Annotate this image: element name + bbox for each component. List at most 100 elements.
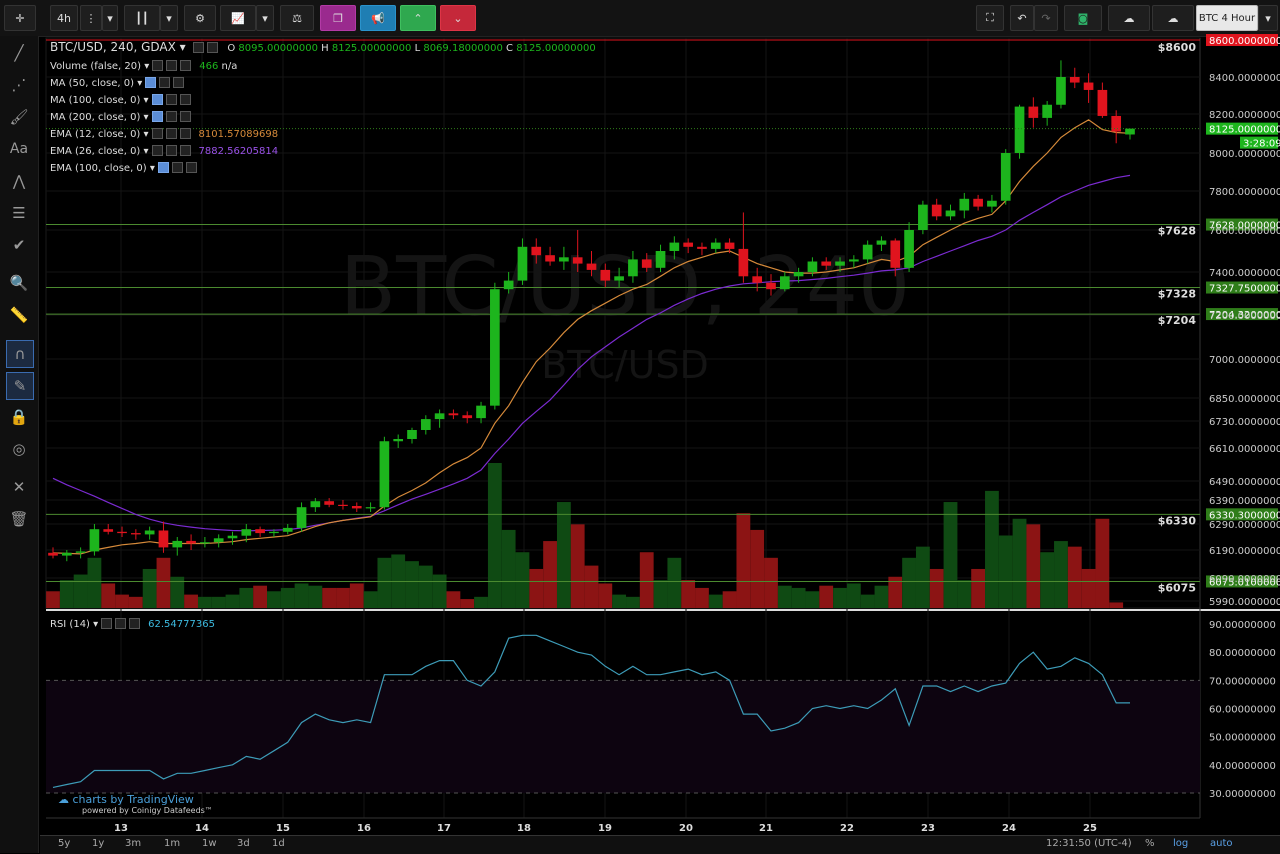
low-value: 8069.18000000 xyxy=(423,43,503,54)
price-tick-label: 7600.00000000 xyxy=(1209,226,1280,237)
rsi-tick-label: 90.00000000 xyxy=(1209,620,1276,631)
cloud-save-icon[interactable]: ☁ xyxy=(1152,5,1194,31)
volume-bar xyxy=(653,580,668,608)
cube-icon[interactable]: ❒ xyxy=(320,5,356,31)
volume-bar xyxy=(142,568,157,608)
level-price-bg xyxy=(1206,508,1278,521)
indicators-icon[interactable]: 📈 xyxy=(220,5,256,31)
ema26-label[interactable]: EMA (26, close, 0) xyxy=(50,146,141,157)
price-axis: 8400.00000000 8200.00000000 8000.00000000 7… xyxy=(46,73,1280,800)
cloud-load-icon[interactable]: ☁ xyxy=(1108,5,1150,31)
magnet-icon[interactable]: ∩ xyxy=(6,340,34,368)
crosshair-tool-button[interactable]: ✛ xyxy=(4,5,36,31)
chart-canvas[interactable]: BTC/USD, 240 BTC/USD 8600.00000000$86007… xyxy=(0,0,1280,835)
sell-down-icon[interactable]: ⌄ xyxy=(440,5,476,31)
volume-label[interactable]: Volume (false, 20) xyxy=(50,61,142,72)
ema12-label[interactable]: EMA (12, close, 0) xyxy=(50,129,141,140)
candle-body xyxy=(724,242,735,249)
volume-bar xyxy=(349,583,364,608)
camera-snapshot-icon[interactable]: ◙ xyxy=(1064,5,1102,31)
volume-bar xyxy=(405,561,419,608)
chart-type-dropdown-icon[interactable]: ▾ xyxy=(160,5,178,31)
candle-body xyxy=(945,210,956,217)
measure-icon[interactable]: ☰ xyxy=(12,204,26,222)
range-button-5y[interactable]: 5y xyxy=(58,838,71,849)
ema100-label[interactable]: EMA (100, close, 0) xyxy=(50,163,147,174)
volume-bar xyxy=(750,529,765,608)
volume-bar xyxy=(294,583,309,608)
price-tick-label: 6190.00000000 xyxy=(1209,546,1280,557)
volume-bar xyxy=(128,596,143,608)
legend-ema100: EMA (100, close, 0) ▾ xyxy=(50,162,197,174)
volume-bar xyxy=(777,585,792,608)
megaphone-icon[interactable]: 📢 xyxy=(360,5,396,31)
settings-gear-icon[interactable]: ⚙ xyxy=(184,5,216,31)
candle-body xyxy=(904,230,914,268)
buy-up-icon[interactable]: ⌃ xyxy=(400,5,436,31)
symbol-title[interactable]: BTC/USD, 240, GDAX xyxy=(50,40,176,54)
candle-body xyxy=(614,276,624,281)
range-button-3m[interactable]: 3m xyxy=(125,838,142,849)
zoom-icon[interactable]: 🔍 xyxy=(9,274,29,292)
legend-settings-icon[interactable] xyxy=(192,42,204,53)
volume-bar xyxy=(888,576,903,608)
layout-dropdown-icon[interactable]: ▾ xyxy=(1258,5,1278,31)
volume-bar xyxy=(253,585,268,608)
rsi-label[interactable]: RSI (14) xyxy=(50,619,90,630)
range-button-1w[interactable]: 1w xyxy=(202,838,217,849)
tools-icon[interactable]: ✕ xyxy=(12,478,26,496)
trend-line-icon[interactable]: ╱ xyxy=(14,44,24,62)
range-button-1y[interactable]: 1y xyxy=(92,838,105,849)
range-button-1d[interactable]: 1d xyxy=(272,838,285,849)
auto-toggle[interactable]: auto xyxy=(1210,838,1233,849)
rsi-tick-label: 60.00000000 xyxy=(1209,705,1276,716)
fullscreen-icon[interactable]: ⛶ xyxy=(976,5,1004,31)
layout-name-badge[interactable]: BTC 4 Hour xyxy=(1196,5,1258,31)
volume-bar xyxy=(598,583,613,608)
text-tool-icon[interactable]: Aa xyxy=(9,141,29,157)
ma50-label[interactable]: MA (50, close, 0) xyxy=(50,78,135,89)
tradingview-branding[interactable]: ☁ charts by TradingView powered by Coini… xyxy=(58,793,213,815)
fib-retracement-icon[interactable]: ⋰ xyxy=(11,76,27,94)
candle-body xyxy=(117,531,127,534)
lock-icon[interactable]: 🔒 xyxy=(9,408,29,426)
candle-body xyxy=(338,504,348,506)
hide-eye-icon[interactable]: ◎ xyxy=(12,440,26,458)
candle-body xyxy=(655,251,666,268)
candle-body xyxy=(600,269,611,281)
volume-bar xyxy=(487,463,502,608)
indicators-dropdown-icon[interactable]: ▾ xyxy=(256,5,274,31)
volume-bar xyxy=(833,587,847,608)
level-price-label: 6330.30000000 xyxy=(1209,510,1280,521)
trash-icon[interactable]: 🗑 xyxy=(9,510,29,528)
percent-toggle[interactable]: % xyxy=(1145,838,1155,849)
compare-scale-icon[interactable]: ⚖ xyxy=(280,5,314,31)
pencil-lock-icon[interactable]: ✎ xyxy=(6,372,34,400)
ma100-label[interactable]: MA (100, close, 0) xyxy=(50,95,141,106)
interval-dropdown-icon[interactable]: ▾ xyxy=(102,5,118,31)
undo-icon[interactable]: ↶ xyxy=(1010,5,1034,31)
range-button-1m[interactable]: 1m xyxy=(164,838,181,849)
candle-body xyxy=(241,529,252,536)
ma200-label[interactable]: MA (200, close, 0) xyxy=(50,112,141,123)
more-icon[interactable]: ⋮ xyxy=(80,5,102,31)
brush-icon[interactable]: 🖌 xyxy=(9,108,29,126)
price-tick-label: 6290.00000000 xyxy=(1209,520,1280,531)
candle-body xyxy=(835,261,845,266)
symbol-dropdown-icon[interactable]: ▾ xyxy=(175,40,186,54)
time-tick-label: 14 xyxy=(195,823,209,834)
log-toggle[interactable]: log xyxy=(1173,838,1189,849)
legend-gear-icon[interactable] xyxy=(206,42,218,53)
volume-bar xyxy=(1040,552,1055,608)
ruler-icon[interactable]: 📏 xyxy=(9,306,29,324)
candles-icon[interactable]: ┃┃ xyxy=(124,5,160,31)
range-button-3d[interactable]: 3d xyxy=(237,838,250,849)
legend-volume: Volume (false, 20) ▾ 466 n/a xyxy=(50,60,238,72)
level-price-bg xyxy=(1206,575,1278,588)
open-label: O xyxy=(227,43,236,54)
redo-icon[interactable]: ↷ xyxy=(1034,5,1058,31)
interval-button[interactable]: 4h xyxy=(50,5,78,31)
candle-body xyxy=(918,204,928,230)
checkmark-icon[interactable]: ✔ xyxy=(12,236,26,254)
pattern-icon[interactable]: ⋀ xyxy=(12,172,26,190)
